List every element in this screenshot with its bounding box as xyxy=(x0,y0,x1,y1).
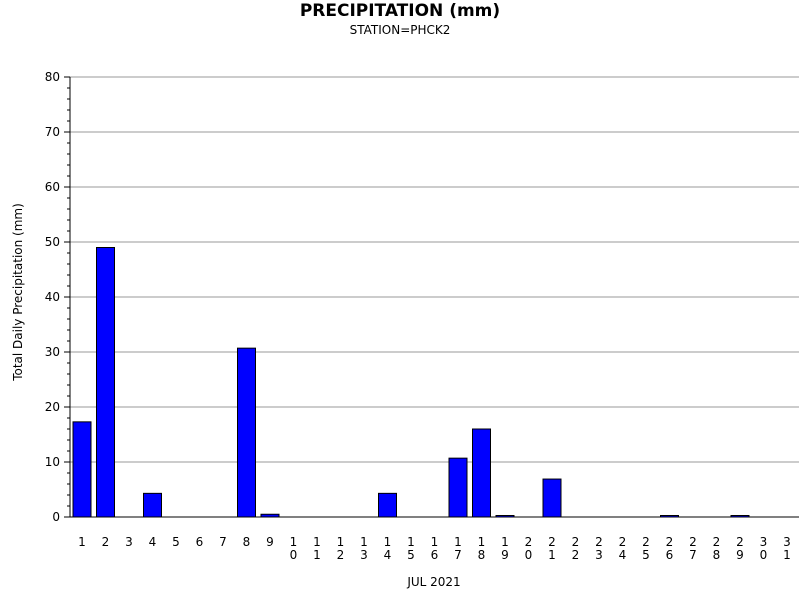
bars xyxy=(72,247,750,518)
y-tick-label: 10 xyxy=(45,455,60,469)
chart-subtitle: STATION=PHCK2 xyxy=(349,23,451,37)
bar-day-4 xyxy=(143,492,162,518)
x-tick-label: 5 xyxy=(172,535,180,549)
x-tick-label: 6 xyxy=(196,535,204,549)
x-tick-label: 3 xyxy=(125,535,133,549)
x-axis-label: JUL 2021 xyxy=(406,575,460,589)
bar-day-2 xyxy=(96,247,115,518)
y-tick-label: 20 xyxy=(45,400,60,414)
grid-lines xyxy=(70,76,799,463)
bar-day-1 xyxy=(72,421,92,518)
bar-day-8 xyxy=(237,347,256,518)
x-tick-label: 9 xyxy=(266,535,274,549)
y-tick-label: 40 xyxy=(45,290,60,304)
bar-day-21 xyxy=(542,478,562,518)
y-tick-label: 0 xyxy=(52,510,60,524)
x-tick-label: 4 xyxy=(149,535,157,549)
bar-day-18 xyxy=(472,428,491,518)
y-tick-label: 80 xyxy=(45,70,60,84)
y-ticks: 0 10 20 30 40 50 60 70 80 xyxy=(45,70,70,524)
bar-day-17 xyxy=(448,457,468,518)
bar-day-14 xyxy=(378,492,397,518)
x-tick-label: 2 xyxy=(102,535,110,549)
y-tick-label: 70 xyxy=(45,125,60,139)
y-tick-label: 50 xyxy=(45,235,60,249)
chart-title: PRECIPITATION (mm) xyxy=(299,1,501,21)
x-ticks: 1 2 3 4 5 6 7 8 9 1 01 11 21 31 41 51 61 71 81 92 02 12 22 32 42… xyxy=(78,535,791,562)
x-tick-label: 1 xyxy=(78,535,86,549)
y-tick-label: 60 xyxy=(45,180,60,194)
y-tick-label: 30 xyxy=(45,345,60,359)
x-tick-label: 8 xyxy=(243,535,251,549)
x-tick-label: 7 xyxy=(219,535,227,549)
y-axis-label: Total Daily Precipitation (mm) xyxy=(11,203,25,382)
